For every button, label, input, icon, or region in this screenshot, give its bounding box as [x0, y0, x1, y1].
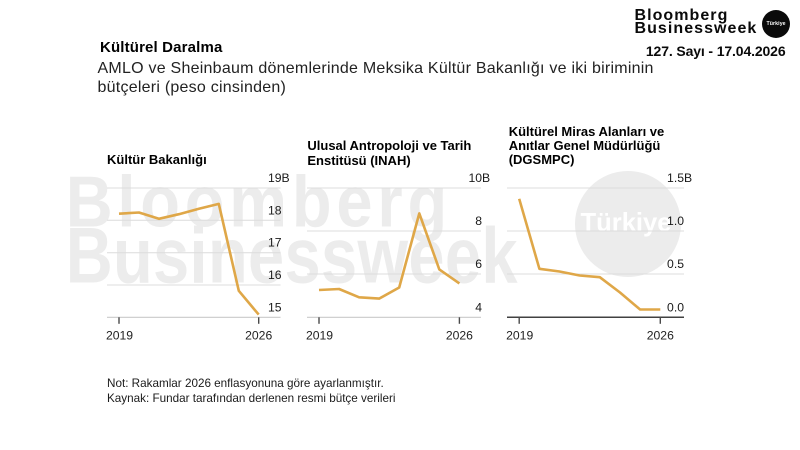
svg-text:2019: 2019 [106, 329, 133, 343]
svg-text:B: B [482, 171, 490, 185]
svg-text:4: 4 [475, 300, 482, 314]
svg-text:16: 16 [268, 268, 282, 282]
svg-text:2026: 2026 [647, 329, 674, 343]
svg-text:19: 19 [268, 171, 282, 185]
svg-text:0.5: 0.5 [667, 257, 684, 271]
svg-text:B: B [684, 171, 692, 185]
svg-text:0.0: 0.0 [667, 300, 684, 314]
svg-text:8: 8 [475, 214, 482, 228]
svg-text:1.0: 1.0 [667, 214, 684, 228]
svg-text:10: 10 [468, 171, 482, 185]
svg-text:6: 6 [475, 257, 482, 271]
svg-text:Türkiye: Türkiye [580, 209, 671, 237]
svg-text:17: 17 [268, 236, 282, 250]
svg-text:18: 18 [268, 203, 282, 217]
svg-text:15: 15 [268, 300, 282, 314]
svg-text:B: B [282, 171, 290, 185]
svg-text:2026: 2026 [446, 329, 473, 343]
svg-text:2019: 2019 [306, 329, 333, 343]
svg-text:2026: 2026 [245, 329, 272, 343]
svg-text:1.5: 1.5 [667, 171, 684, 185]
svg-text:2019: 2019 [506, 329, 533, 343]
